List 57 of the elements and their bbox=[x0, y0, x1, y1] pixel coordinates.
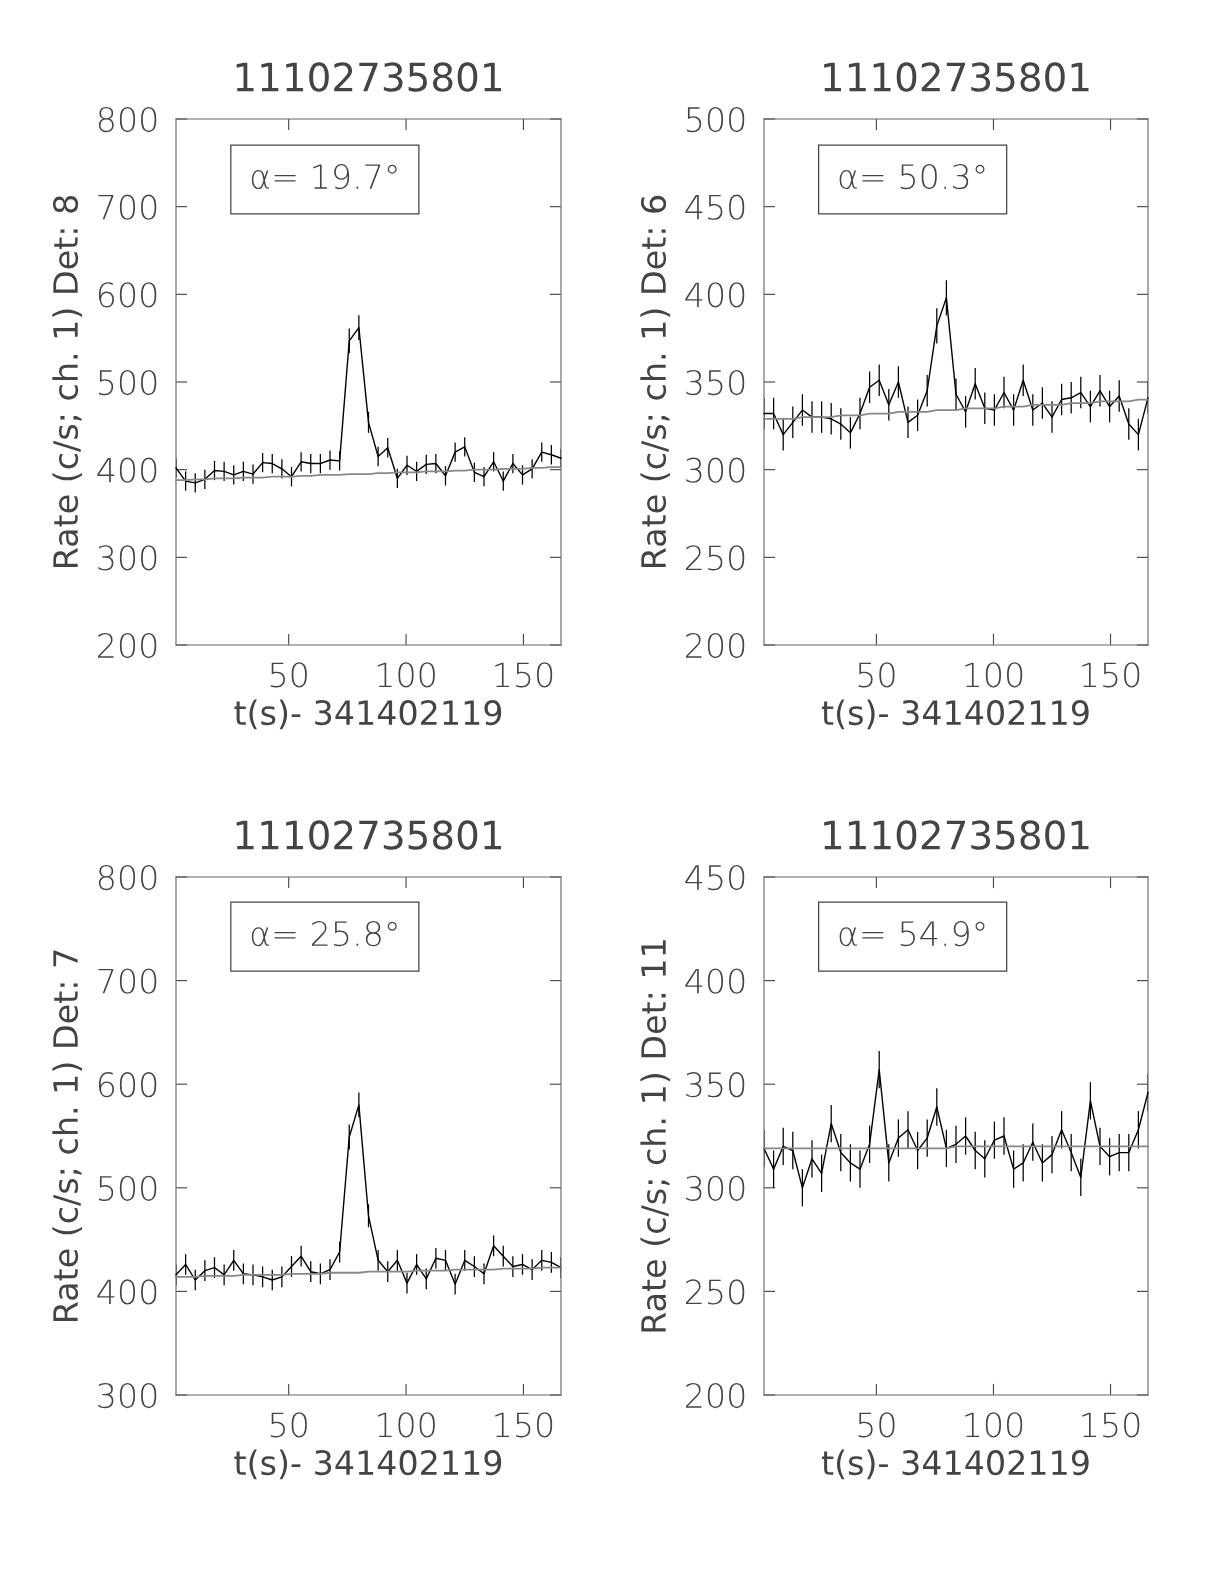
y-tick-label: 200 bbox=[686, 632, 745, 659]
x-tick-label: 100 bbox=[377, 1412, 435, 1438]
y-tick-label: 400 bbox=[685, 282, 745, 308]
y-tick-label: 400 bbox=[97, 457, 157, 483]
annotation: α= 25.8° bbox=[251, 921, 397, 947]
x-tick-label: 50 bbox=[270, 1412, 307, 1438]
annotation: α= 54.9° bbox=[839, 921, 985, 947]
y-tick-label: 300 bbox=[98, 1382, 157, 1409]
y-tick-label: 600 bbox=[98, 282, 157, 308]
y-tick-label: 350 bbox=[686, 369, 745, 396]
y-tick-label: 800 bbox=[98, 864, 157, 891]
y-tick-label: 250 bbox=[686, 1279, 745, 1305]
y-tick-label: 450 bbox=[685, 194, 745, 220]
x-axis-title: t(s)- 341402119 bbox=[234, 699, 502, 730]
y-tick-label: 300 bbox=[686, 457, 745, 483]
y-tick-label: 500 bbox=[686, 106, 745, 133]
chart-title: 11102735801 bbox=[824, 820, 1089, 850]
y-axis-title: Rate (c/s; ch. 1) Det: 6 bbox=[640, 195, 671, 567]
annotation: α= 19.7° bbox=[251, 163, 397, 190]
annotation: α= 50.3° bbox=[839, 163, 985, 190]
y-tick-label: 500 bbox=[98, 369, 157, 396]
x-tick-label: 100 bbox=[965, 662, 1023, 688]
x-axis-title: t(s)- 341402119 bbox=[821, 699, 1089, 730]
x-tick-label: 150 bbox=[495, 662, 553, 688]
y-tick-label: 350 bbox=[686, 1072, 745, 1098]
x-tick-label: 150 bbox=[1082, 1412, 1140, 1438]
line-series bbox=[175, 466, 562, 482]
line-series bbox=[763, 398, 1149, 420]
y-tick-label: 250 bbox=[686, 545, 745, 571]
y-axis-title: Rate (c/s; ch. 1) Det: 8 bbox=[52, 196, 83, 567]
y-tick-label: 400 bbox=[97, 1279, 157, 1305]
x-tick-label: 50 bbox=[858, 662, 895, 688]
y-tick-label: 500 bbox=[98, 1175, 157, 1201]
x-tick-label: 150 bbox=[1082, 662, 1140, 688]
x-axis-title: t(s)- 341402119 bbox=[234, 1449, 502, 1480]
x-axis-title: t(s)- 341402119 bbox=[821, 1449, 1089, 1480]
y-tick-label: 200 bbox=[686, 1382, 745, 1409]
y-axis-title: Rate (c/s; ch. 1) Det: 7 bbox=[52, 950, 83, 1321]
x-tick-label: 150 bbox=[495, 1412, 553, 1438]
y-tick-label: 200 bbox=[98, 632, 157, 659]
y-tick-label: 300 bbox=[686, 1175, 745, 1201]
y-tick-label: 450 bbox=[685, 864, 745, 891]
chart-title: 11102735801 bbox=[236, 820, 501, 850]
y-tick-label: 400 bbox=[685, 968, 745, 994]
y-axis-title: Rate (c/s; ch. 1) Det: 11 bbox=[640, 940, 671, 1332]
chart-title: 11102735801 bbox=[824, 62, 1089, 92]
x-tick-label: 100 bbox=[377, 662, 435, 688]
y-tick-label: 700 bbox=[98, 194, 157, 220]
y-tick-label: 300 bbox=[98, 545, 157, 571]
line-series bbox=[175, 1266, 562, 1278]
y-tick-label: 700 bbox=[98, 968, 157, 994]
y-tick-label: 800 bbox=[98, 106, 157, 133]
chart-title: 11102735801 bbox=[236, 62, 501, 92]
x-tick-label: 100 bbox=[965, 1412, 1023, 1438]
y-tick-label: 600 bbox=[98, 1072, 157, 1098]
x-tick-label: 50 bbox=[858, 1412, 895, 1438]
x-tick-label: 50 bbox=[270, 662, 307, 688]
